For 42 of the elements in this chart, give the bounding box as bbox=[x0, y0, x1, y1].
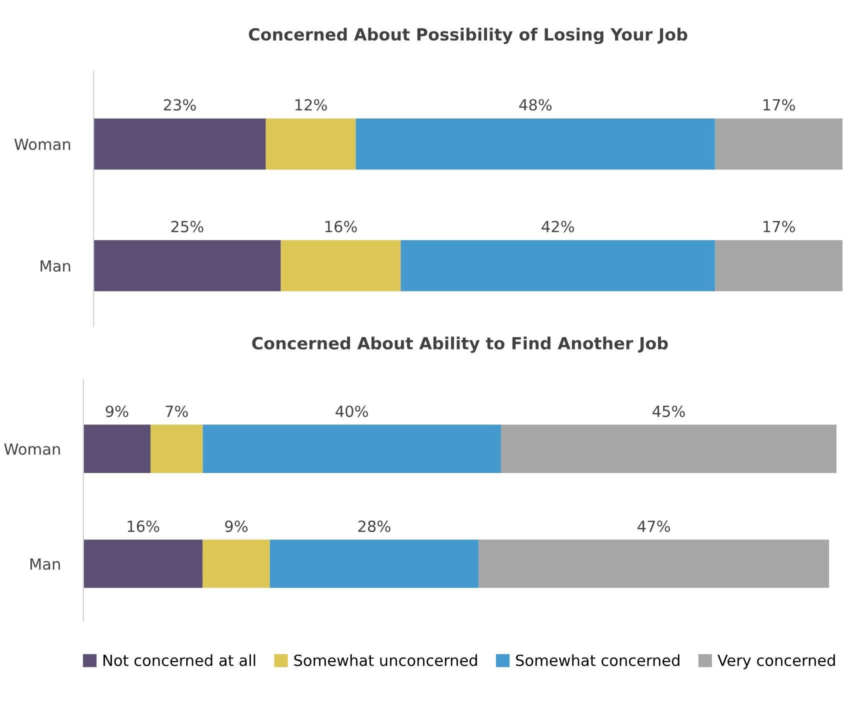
y-tick-label: Woman bbox=[4, 443, 60, 455]
bar bbox=[280, 240, 401, 292]
bar bbox=[266, 118, 356, 170]
bar bbox=[150, 424, 203, 473]
bar bbox=[400, 240, 716, 292]
data-label: 42% bbox=[542, 220, 574, 232]
bar bbox=[202, 540, 270, 588]
y-tick-label: Man bbox=[40, 260, 70, 272]
y-tick-label: Man bbox=[30, 558, 60, 570]
data-label: 9% bbox=[106, 406, 128, 418]
legend-label: Somewhat unconcerned bbox=[294, 654, 477, 666]
bar bbox=[202, 424, 501, 473]
legend-label: Not concerned at all bbox=[103, 654, 256, 666]
data-label: 28% bbox=[358, 520, 390, 532]
data-label: 16% bbox=[128, 520, 160, 532]
data-label: 7% bbox=[166, 406, 188, 418]
y-tick-label: Woman bbox=[14, 138, 70, 150]
data-label: 45% bbox=[652, 406, 685, 418]
data-label: 17% bbox=[764, 220, 795, 232]
bar bbox=[715, 118, 842, 170]
legend-label: Very concerned bbox=[718, 654, 835, 670]
data-label: 48% bbox=[519, 99, 552, 111]
bar bbox=[500, 424, 837, 473]
bar bbox=[715, 240, 842, 292]
bar bbox=[478, 540, 830, 588]
bar bbox=[270, 540, 479, 588]
data-label: 12% bbox=[295, 99, 327, 111]
bar bbox=[356, 118, 716, 170]
bar bbox=[83, 424, 151, 473]
data-label: 23% bbox=[164, 99, 196, 111]
data-label: 25% bbox=[171, 220, 204, 232]
data-label: 40% bbox=[336, 406, 368, 418]
data-label: 16% bbox=[325, 220, 357, 232]
chart-title: Concerned About Possibility of Losing Your Job bbox=[248, 28, 688, 44]
data-label: 47% bbox=[638, 520, 670, 532]
legend-label: Somewhat concerned bbox=[516, 654, 680, 666]
bar bbox=[94, 118, 266, 170]
chart-title: Concerned About Ability to Find Another Job bbox=[252, 336, 668, 353]
data-label: 9% bbox=[225, 520, 248, 532]
bar bbox=[83, 540, 203, 588]
bar bbox=[94, 240, 281, 292]
data-label: 17% bbox=[764, 99, 795, 111]
